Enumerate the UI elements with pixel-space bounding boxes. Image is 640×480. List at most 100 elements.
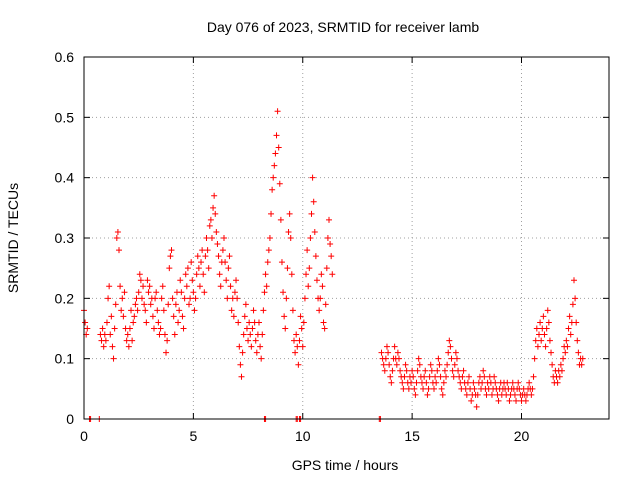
data-point <box>327 241 334 248</box>
data-point <box>109 343 116 350</box>
data-point <box>426 373 433 380</box>
data-point <box>135 289 142 296</box>
x-tick-label: 10 <box>295 428 311 444</box>
data-point <box>387 373 394 380</box>
data-point <box>529 385 536 392</box>
data-point <box>289 307 296 314</box>
data-point <box>136 271 143 278</box>
data-point <box>308 210 315 217</box>
data-point <box>400 385 407 392</box>
data-point <box>435 355 442 362</box>
data-point <box>305 283 312 290</box>
data-point <box>448 355 455 362</box>
data-point <box>321 325 328 332</box>
data-point <box>569 301 576 308</box>
data-point <box>405 385 412 392</box>
data-point <box>578 361 585 368</box>
data-point <box>402 361 409 368</box>
data-point <box>310 198 317 205</box>
data-point <box>324 235 331 241</box>
data-point <box>129 337 136 344</box>
data-point <box>480 367 487 374</box>
data-point <box>282 325 289 332</box>
data-point <box>253 349 260 356</box>
data-point <box>230 313 237 320</box>
axis-ticks <box>83 56 609 420</box>
data-point <box>394 349 401 356</box>
data-point <box>492 379 499 386</box>
data-point <box>246 319 253 326</box>
data-point <box>272 150 279 157</box>
data-point <box>262 271 269 278</box>
data-point <box>316 307 323 314</box>
data-point <box>495 397 502 404</box>
data-point <box>540 313 547 320</box>
x-tick-label: 15 <box>404 428 420 444</box>
data-point <box>544 307 551 314</box>
data-point <box>381 367 388 374</box>
data-point <box>259 331 266 338</box>
data-point <box>382 355 389 362</box>
data-point <box>463 391 470 398</box>
data-points <box>81 108 586 422</box>
data-point <box>491 373 498 380</box>
data-point <box>474 391 481 398</box>
data-point <box>440 379 447 386</box>
data-point <box>200 271 207 278</box>
data-point <box>286 210 293 217</box>
data-point <box>329 271 336 278</box>
x-tick-label: 0 <box>80 428 88 444</box>
data-point <box>102 337 109 344</box>
data-point <box>203 235 210 241</box>
data-point <box>288 271 295 278</box>
data-point <box>304 247 311 254</box>
data-point <box>450 373 457 380</box>
data-point <box>84 325 91 332</box>
data-point <box>140 283 147 290</box>
data-point <box>258 355 265 362</box>
data-point <box>451 361 458 368</box>
data-point <box>116 247 122 254</box>
data-point <box>292 349 299 356</box>
data-point <box>276 180 283 187</box>
data-point <box>278 259 285 266</box>
data-point <box>206 222 213 229</box>
data-point <box>99 325 106 332</box>
data-point <box>215 253 222 260</box>
data-point <box>397 367 404 374</box>
data-point <box>270 174 277 181</box>
data-point <box>228 307 235 314</box>
data-point <box>186 301 192 308</box>
data-point <box>541 331 548 338</box>
data-point <box>312 253 319 260</box>
data-point <box>391 343 398 350</box>
data-point <box>307 235 314 241</box>
data-point <box>556 373 563 380</box>
data-point <box>515 379 522 386</box>
data-point <box>574 337 581 344</box>
data-point <box>410 373 417 380</box>
data-point <box>571 277 577 284</box>
data-point <box>107 331 114 338</box>
data-point <box>189 277 196 284</box>
data-point <box>114 228 121 235</box>
grid-lines <box>84 57 609 419</box>
data-point <box>243 325 250 332</box>
data-point <box>504 379 511 386</box>
data-point <box>533 325 540 332</box>
data-point <box>542 343 549 350</box>
x-tick-label: 5 <box>189 428 197 444</box>
data-point <box>176 307 183 314</box>
data-point <box>225 265 232 272</box>
data-point <box>287 235 294 241</box>
data-point <box>181 295 188 302</box>
data-point <box>224 295 231 302</box>
data-point <box>204 247 211 254</box>
data-point <box>219 247 226 254</box>
data-point <box>399 379 406 386</box>
data-point <box>147 301 154 308</box>
y-axis-tick-labels: 0 0.1 0.2 0.3 0.4 0.5 0.6 <box>55 49 75 427</box>
data-point <box>221 235 227 241</box>
data-point <box>386 361 393 368</box>
data-point <box>481 373 488 380</box>
